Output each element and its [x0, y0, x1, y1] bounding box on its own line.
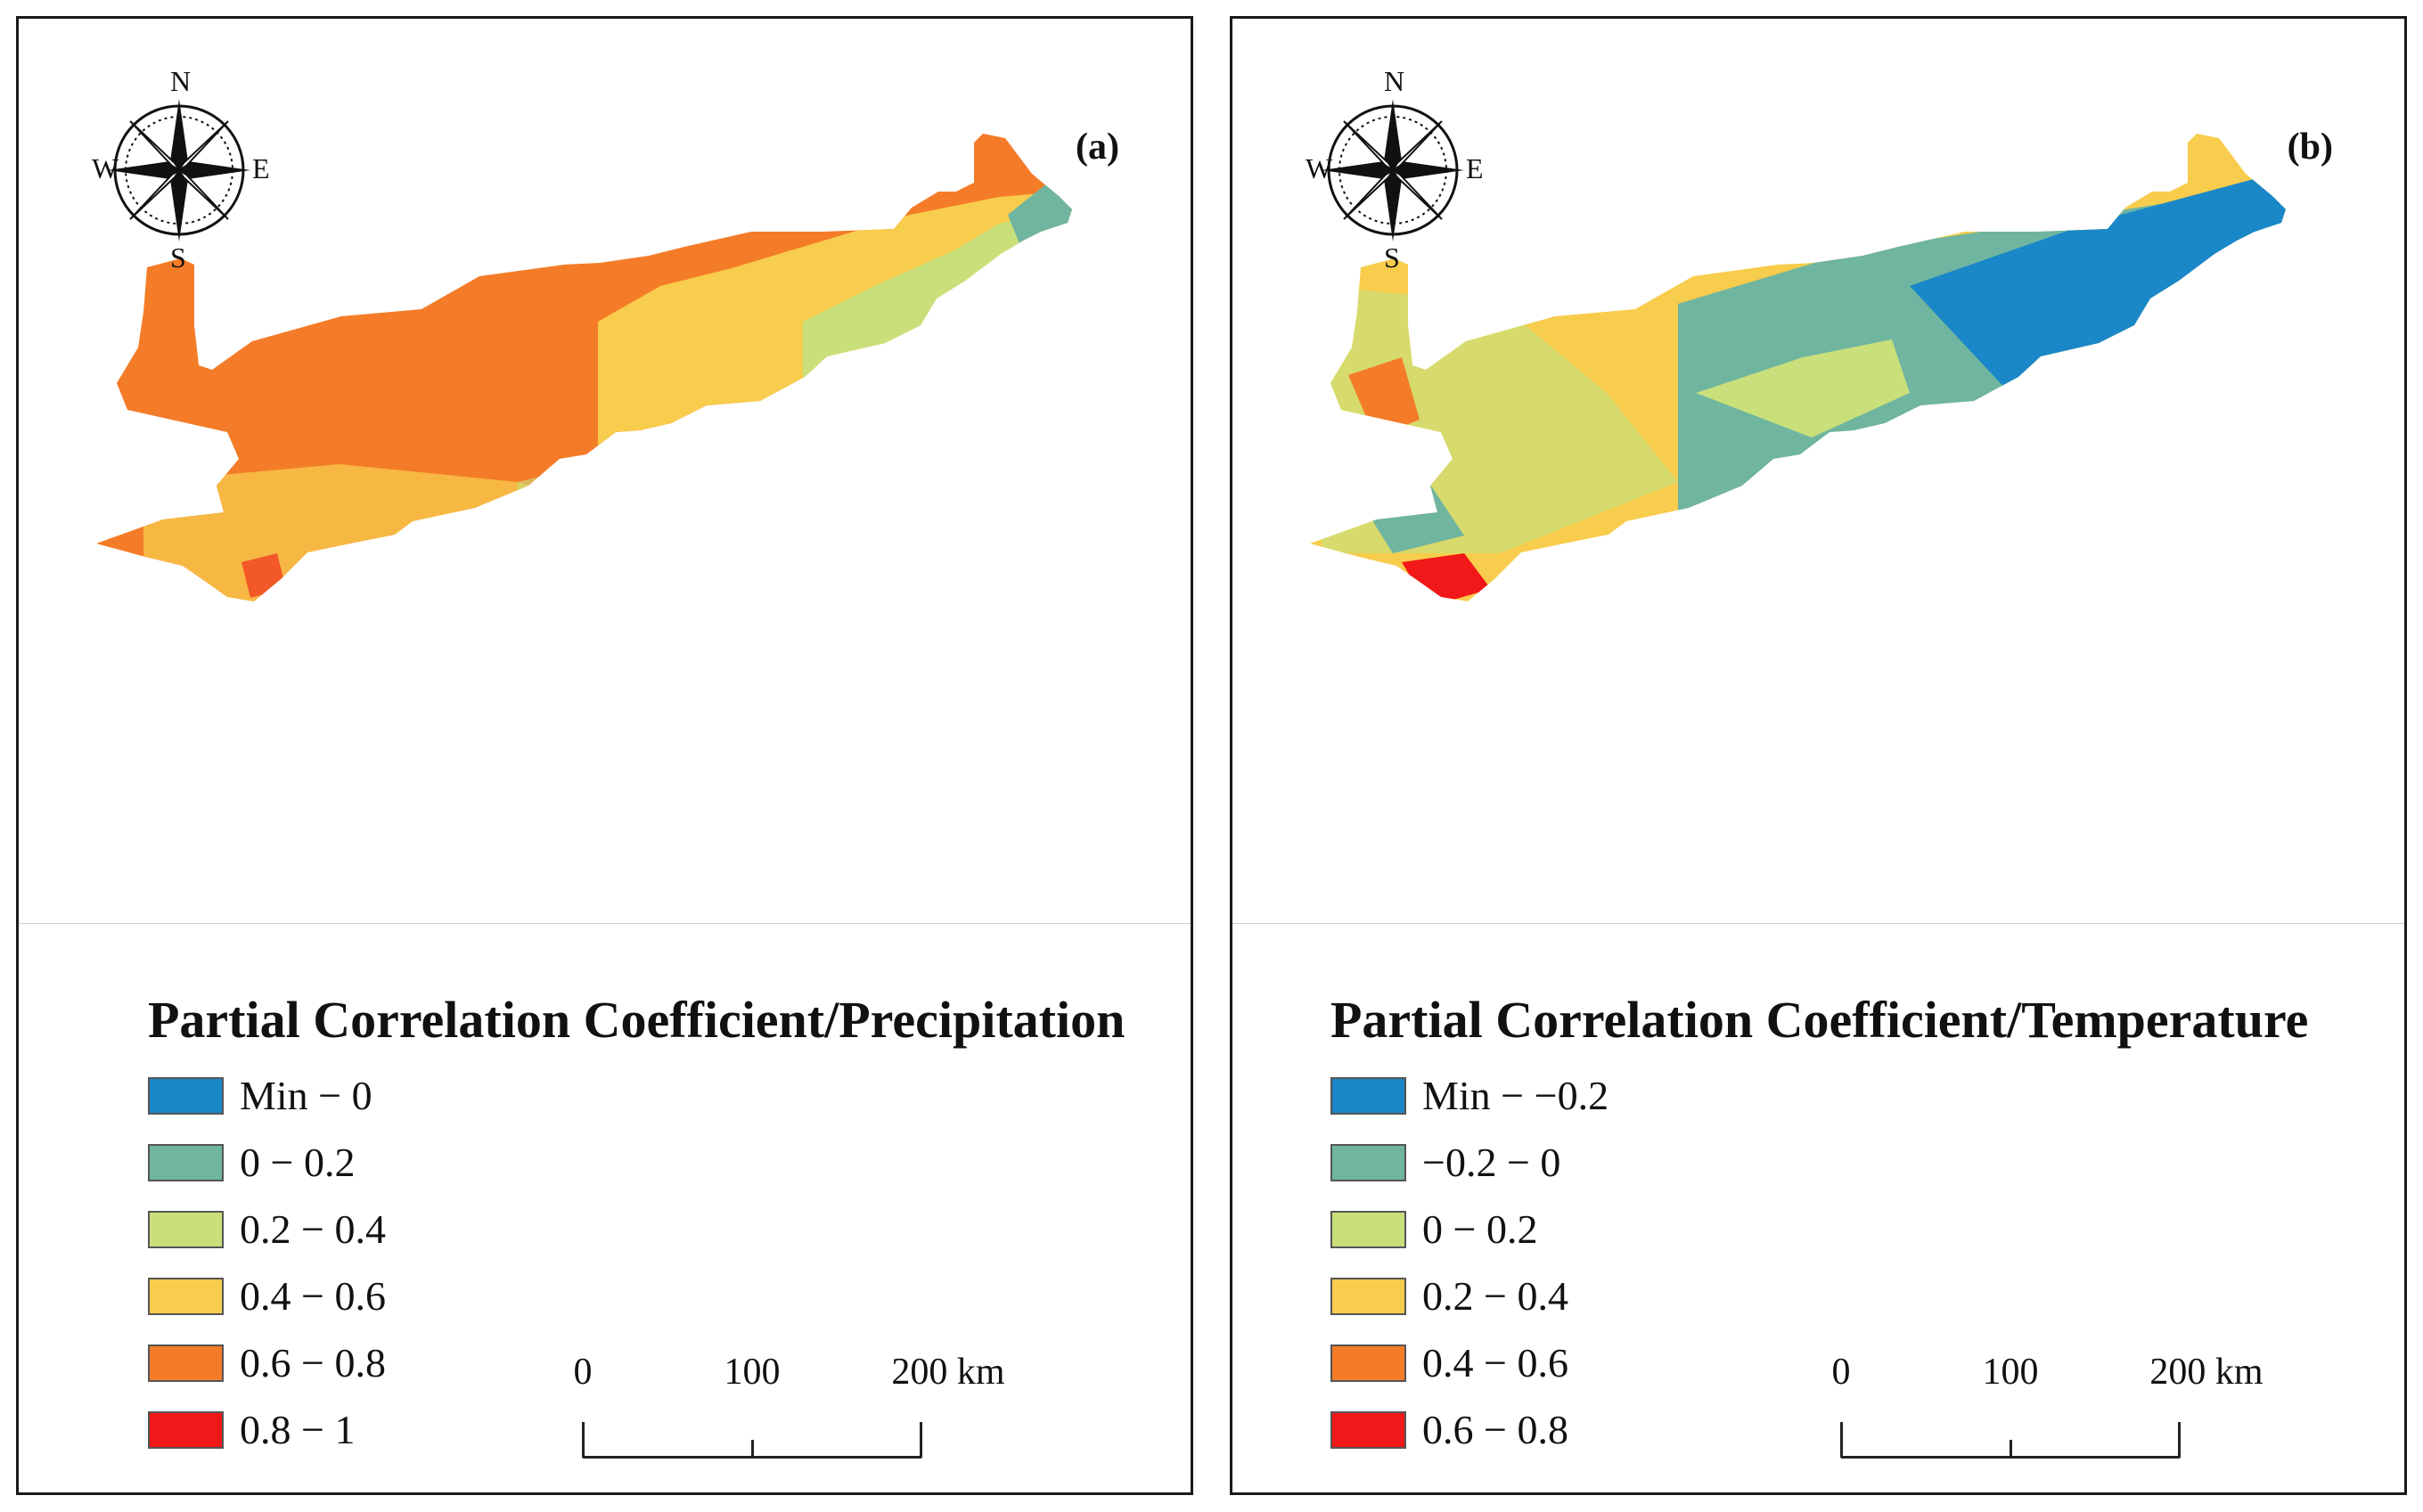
legend-item: 0.6 − 0.8 [148, 1329, 1125, 1396]
compass-south-label: S [170, 241, 186, 274]
scale-tick [1840, 1422, 1843, 1458]
panel-divider [19, 923, 1191, 924]
north-arrow-compass: N S W E [1286, 63, 1500, 277]
legend: Partial Correlation Coefficient/Temperat… [1330, 990, 2308, 1463]
scale-tick [2178, 1422, 2181, 1458]
region-map-temperature [1310, 134, 2286, 601]
legend-swatch [148, 1210, 224, 1248]
legend-label: 0.6 − 0.8 [1422, 1407, 1568, 1452]
scale-label: 200 km [2149, 1352, 2263, 1393]
legend-label: 0.8 − 1 [240, 1407, 356, 1452]
compass-north-label: N [1384, 65, 1405, 97]
legend-label: −0.2 − 0 [1422, 1140, 1561, 1185]
region-map-precipitation [96, 134, 1072, 601]
legend-swatch [1330, 1210, 1406, 1248]
legend-label: Min − 0 [240, 1073, 372, 1118]
legend-item: Min − 0 [148, 1062, 1125, 1129]
compass-east-label: E [252, 152, 270, 184]
scale-tick [751, 1440, 754, 1458]
legend-item: 0.6 − 0.8 [1330, 1396, 2308, 1463]
legend-label: 0 − 0.2 [1422, 1206, 1538, 1252]
legend-item: 0.8 − 1 [148, 1396, 1125, 1463]
panel-divider [1232, 923, 2404, 924]
legend-title: Partial Correlation Coefficient/Precipit… [148, 991, 1126, 1049]
legend-swatch [1330, 1344, 1406, 1382]
scale-label: 0 [1831, 1352, 1851, 1393]
map-panel-a: N S W E (a) Partial Correlation Coeffici… [16, 16, 1193, 1495]
compass-west-label: W [92, 152, 119, 184]
scale-tick [582, 1422, 585, 1458]
compass-north-label: N [170, 65, 192, 97]
legend-item: 0 − 0.2 [148, 1129, 1125, 1196]
compass-rose-icon [108, 99, 250, 241]
legend-item: 0 − 0.2 [1330, 1196, 2308, 1263]
legend-swatch [148, 1410, 224, 1449]
legend-item: Min − −0.2 [1330, 1062, 2308, 1129]
compass-west-label: W [1306, 152, 1333, 184]
legend: Partial Correlation Coefficient/Precipit… [148, 990, 1125, 1463]
legend-item: 0.2 − 0.4 [1330, 1263, 2308, 1329]
legend-label: 0.4 − 0.6 [240, 1273, 386, 1319]
panel-label: (a) [1076, 127, 1119, 168]
compass-south-label: S [1384, 241, 1400, 274]
legend-label: 0 − 0.2 [240, 1140, 356, 1185]
legend-swatch [148, 1344, 224, 1382]
legend-swatch [148, 1277, 224, 1315]
legend-label: Min − −0.2 [1422, 1073, 1609, 1118]
compass-rose-icon [1322, 99, 1464, 241]
legend-swatch [1330, 1277, 1406, 1315]
scale-tick [920, 1422, 922, 1458]
legend-item: −0.2 − 0 [1330, 1129, 2308, 1196]
legend-swatch [1330, 1076, 1406, 1115]
scale-tick [2010, 1440, 2012, 1458]
scale-label: 100 [724, 1352, 781, 1393]
legend-label: 0.6 − 0.8 [240, 1340, 386, 1385]
legend-item: 0.4 − 0.6 [148, 1263, 1125, 1329]
legend-swatch [148, 1143, 224, 1181]
legend-label: 0.2 − 0.4 [240, 1206, 386, 1252]
legend-label: 0.2 − 0.4 [1422, 1273, 1568, 1319]
legend-label: 0.4 − 0.6 [1422, 1340, 1568, 1385]
scale-label: 0 [573, 1352, 593, 1393]
compass-east-label: E [1466, 152, 1484, 184]
scale-bar: 0 100 200 km [574, 1351, 1005, 1467]
scale-label: 100 [1982, 1352, 2039, 1393]
map-panel-b: N S W E (b) Partial Correlation Coeffici… [1230, 16, 2407, 1495]
legend-swatch [148, 1076, 224, 1115]
legend-item: 0.2 − 0.4 [148, 1196, 1125, 1263]
legend-title: Partial Correlation Coefficient/Temperat… [1330, 991, 2309, 1049]
scale-bar: 0 100 200 km [1832, 1351, 2263, 1467]
legend-swatch [1330, 1410, 1406, 1449]
scale-label: 200 km [891, 1352, 1005, 1393]
panel-label: (b) [2287, 127, 2333, 168]
north-arrow-compass: N S W E [72, 63, 286, 277]
legend-item: 0.4 − 0.6 [1330, 1329, 2308, 1396]
legend-swatch [1330, 1143, 1406, 1181]
